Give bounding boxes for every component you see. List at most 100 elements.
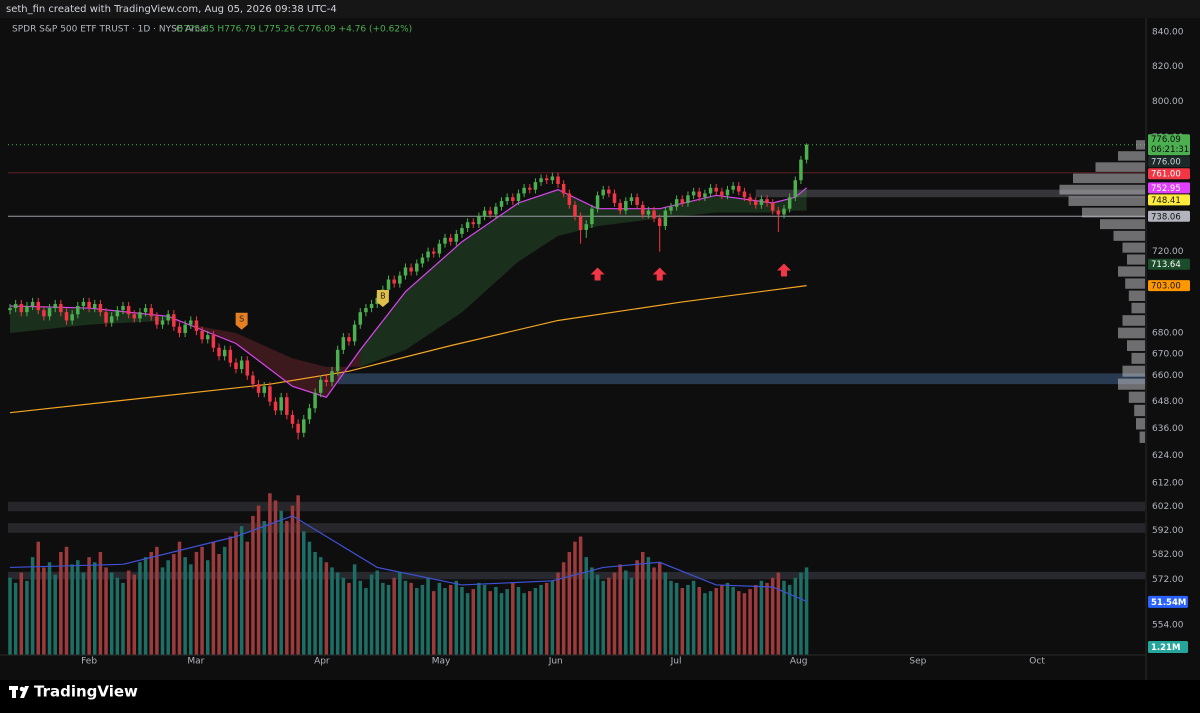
volume-bar xyxy=(330,567,334,655)
volume-bar xyxy=(324,562,329,655)
candle-body xyxy=(561,183,566,194)
cloud xyxy=(716,195,773,213)
volume-bar xyxy=(81,572,86,655)
volume-bar xyxy=(160,567,165,655)
volume-bar xyxy=(471,589,476,655)
price-tag xyxy=(1148,210,1190,222)
arrow xyxy=(590,267,605,281)
volume-bar xyxy=(234,531,238,655)
volume-bar xyxy=(663,572,668,655)
volume-bar xyxy=(307,541,312,655)
volume-bar xyxy=(409,582,413,655)
candle-body xyxy=(680,199,685,203)
volume-bar xyxy=(646,557,651,655)
volume-bar xyxy=(121,582,125,655)
volume-profile-bar xyxy=(1122,315,1145,326)
x-tick-label: Jun xyxy=(548,657,563,667)
candle-body xyxy=(793,180,798,198)
candle-body xyxy=(742,191,747,198)
volume-ma-line xyxy=(9,515,807,602)
candle-body xyxy=(318,379,323,393)
volume-profile-bar xyxy=(1125,278,1145,289)
candle-body xyxy=(70,314,74,321)
volume-bar xyxy=(454,580,459,655)
volume-bar xyxy=(799,572,803,655)
volume-bar xyxy=(19,572,24,655)
y-tick-label: 720.00 xyxy=(1152,247,1184,257)
volume-bar xyxy=(364,588,368,655)
volume-bar xyxy=(674,582,679,655)
volume-bar xyxy=(375,570,379,655)
candle-body xyxy=(409,267,413,272)
volume-profile-bar xyxy=(1136,140,1145,150)
volume-profile-bar xyxy=(1127,340,1145,352)
candle-body xyxy=(8,308,12,311)
candle-body xyxy=(358,312,363,325)
volume-bar xyxy=(703,593,707,655)
volume-bar xyxy=(629,577,634,655)
volume-tag xyxy=(1148,641,1188,653)
candle-body xyxy=(635,197,639,205)
candle-body xyxy=(19,303,24,313)
y-tick-label: 602.00 xyxy=(1152,502,1184,512)
candle-body xyxy=(313,392,317,409)
volume-bar xyxy=(528,591,532,655)
signal-marker xyxy=(235,312,248,330)
volume-bar xyxy=(138,562,142,655)
volume-bar xyxy=(369,574,374,655)
volume-bar xyxy=(256,505,261,655)
candle-body xyxy=(121,306,125,311)
volume-bar xyxy=(64,546,69,655)
cloud xyxy=(405,241,462,350)
volume-profile-bar xyxy=(1118,151,1145,161)
candle-body xyxy=(753,201,758,205)
volume-bar xyxy=(109,572,114,655)
candle-body xyxy=(53,303,57,309)
volume-bar xyxy=(155,546,159,655)
volume-bar xyxy=(804,567,809,655)
signal-marker xyxy=(376,290,389,308)
volume-bar xyxy=(641,551,645,655)
zone xyxy=(337,373,1145,385)
volume-bar xyxy=(47,562,52,655)
zone xyxy=(8,501,1145,512)
volume-bar xyxy=(245,541,250,655)
volume-bar xyxy=(793,577,798,655)
candle-body xyxy=(454,233,459,242)
volume-bar xyxy=(392,577,396,655)
y-tick-label: 670.00 xyxy=(1152,350,1184,360)
candle-body xyxy=(25,306,29,313)
volume-bar xyxy=(624,570,628,655)
volume-bar xyxy=(126,570,131,655)
volume-profile-bar xyxy=(1095,162,1145,172)
volume-bar xyxy=(211,541,216,655)
volume-bar xyxy=(53,574,57,655)
brand: TradingView xyxy=(34,683,138,701)
symbol: SPDR S&P 500 ETF TRUST · 1D · NYSE Arca xyxy=(12,25,205,35)
candle-body xyxy=(799,159,803,181)
candle-body xyxy=(239,360,244,370)
candle-body xyxy=(81,301,86,307)
volume-bar xyxy=(505,589,509,655)
volume-bar xyxy=(511,582,515,655)
candle-body xyxy=(115,310,120,317)
volume-bar xyxy=(251,515,255,655)
volume-bar xyxy=(358,580,363,655)
volume-bar xyxy=(533,588,538,655)
candle-body xyxy=(143,308,148,313)
price-tag-countdown: 06:21:31 xyxy=(1151,145,1189,155)
price-tag xyxy=(1148,258,1190,270)
cloud xyxy=(360,291,406,367)
candle-body xyxy=(76,306,80,315)
price-tag-label: 776.00 xyxy=(1151,158,1181,168)
volume-bar xyxy=(352,564,357,655)
volume-profile-bar xyxy=(1082,207,1145,218)
volume-bar xyxy=(782,580,786,655)
volume-bar xyxy=(222,546,227,655)
cloud xyxy=(795,187,807,211)
candle-body xyxy=(194,320,199,331)
volume-bar xyxy=(748,589,752,655)
candle-body xyxy=(205,335,210,340)
y-tick-label: 636.00 xyxy=(1152,424,1184,434)
volume-bar xyxy=(70,564,74,655)
